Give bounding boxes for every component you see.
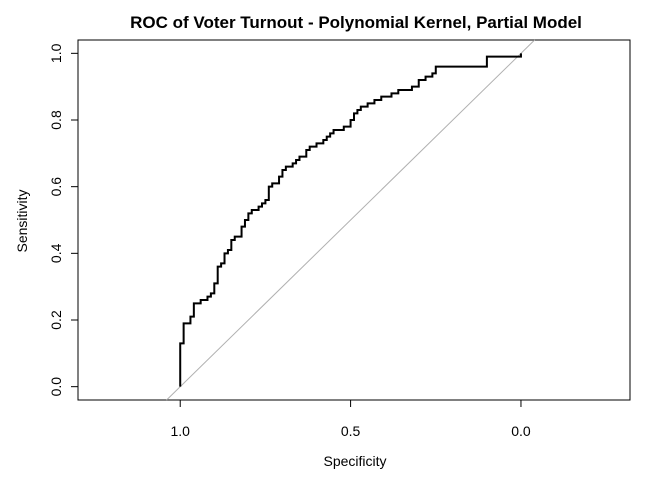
plot-frame	[77, 39, 631, 401]
chart-title: ROC of Voter Turnout - Polynomial Kernel…	[130, 13, 582, 32]
y-axis-ticks: 0.0 0.2 0.4 0.6 0.8 1.0	[48, 43, 78, 396]
y-tick-label: 0.2	[48, 310, 64, 330]
y-axis-label: Sensitivity	[14, 189, 30, 252]
x-tick-label: 0.0	[511, 423, 531, 439]
y-tick-label: 0.8	[48, 110, 64, 130]
y-tick-label: 0.4	[48, 243, 64, 263]
diagonal-reference-line	[166, 39, 535, 401]
x-axis-ticks: 1.0 0.5 0.0	[170, 400, 531, 439]
roc-curve	[179, 53, 522, 387]
y-tick-label: 1.0	[48, 43, 64, 63]
y-tick-label: 0.0	[48, 377, 64, 397]
x-tick-label: 1.0	[170, 423, 190, 439]
x-axis-label: Specificity	[323, 453, 386, 469]
x-tick-label: 0.5	[341, 423, 361, 439]
y-tick-label: 0.6	[48, 177, 64, 197]
